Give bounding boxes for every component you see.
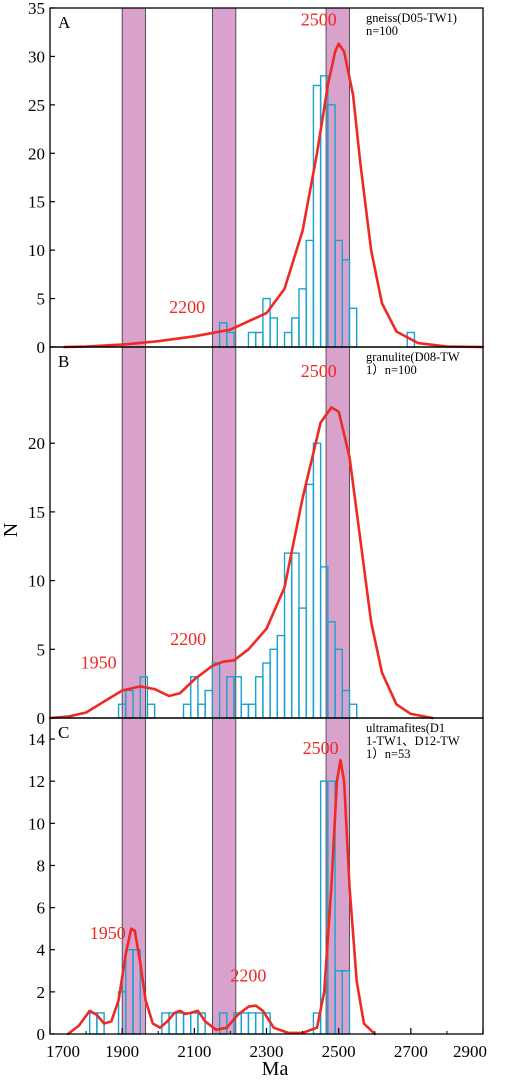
peak-age-label: 1950 [81, 653, 117, 673]
y-tick-label: 35 [28, 0, 45, 18]
sample-label-line: ultramafites(D1 [366, 721, 445, 735]
x-axis-label: Ma [262, 1058, 289, 1080]
sample-label-line: 1）n=100 [366, 363, 417, 377]
histogram-bar [197, 703, 206, 719]
histogram-bar [247, 703, 257, 719]
histogram-bar [312, 84, 322, 348]
age-highlight-bands [121, 7, 350, 1035]
density-curve [66, 758, 377, 1036]
y-tick-label: 20 [28, 434, 45, 453]
y-tick-label: 2 [37, 983, 46, 1002]
histogram-bar [348, 703, 358, 719]
histogram-bar [276, 634, 286, 719]
peak-age-label: 2500 [301, 361, 337, 381]
sample-label: ultramafites(D1 1-TW1、D12-TW 1）n=53 [366, 721, 460, 761]
histogram-bar [247, 1012, 257, 1035]
panel-b: 0 5 10 15 20 B granulite(D08-TW 1）n=100 2500 2200… [28, 350, 460, 728]
highlight-band [121, 7, 147, 1035]
panel-frame [49, 717, 484, 1035]
histogram-bar [182, 703, 192, 719]
y-tick-label: 25 [28, 96, 45, 115]
peak-age-label: 2200 [169, 297, 205, 317]
histogram-bar [254, 676, 264, 719]
histogram-bar [298, 607, 307, 719]
y-axis-label: N [0, 523, 22, 537]
y-tick-label: 0 [37, 338, 46, 357]
panel-letter: B [58, 352, 69, 371]
histogram-bar [291, 552, 300, 719]
histogram-bar [146, 703, 156, 719]
sample-label-line: 1-TW1、D12-TW [366, 734, 460, 748]
histogram-bar [240, 1012, 250, 1035]
x-tick-label: 2700 [394, 1042, 428, 1061]
histogram-bar [298, 288, 307, 348]
panel-a: 0 5 10 15 20 25 30 35 A gneiss(D05-TW1) n=100 2500 2… [28, 0, 485, 357]
histogram-bar [269, 648, 279, 719]
histogram-bar [312, 442, 322, 719]
histogram-bar [175, 1012, 185, 1035]
sample-label-line: n=100 [366, 24, 398, 38]
y-tick-label: 6 [37, 899, 46, 918]
y-tick-label: 30 [28, 47, 45, 66]
panel-letter: A [58, 13, 71, 32]
sample-label-line: 1）n=53 [366, 747, 411, 761]
histogram-bar [204, 689, 214, 719]
histogram-bar [182, 1012, 192, 1035]
y-tick-label: 10 [28, 572, 45, 591]
x-tick-label: 1900 [105, 1042, 139, 1061]
histogram-bar [283, 331, 293, 348]
histogram-bar [305, 239, 315, 348]
histogram-bar [348, 307, 358, 348]
density-curve [63, 42, 485, 349]
y-tick-label: 0 [37, 709, 46, 728]
peak-age-label: 1950 [90, 923, 126, 943]
peak-age-label: 2200 [230, 965, 266, 985]
y-tick-label: 20 [28, 144, 45, 163]
y-tick-label: 14 [28, 730, 46, 749]
x-tick-label: 1700 [46, 1042, 80, 1061]
x-tick-label: 2300 [250, 1042, 284, 1061]
x-tick-label: 2500 [322, 1042, 356, 1061]
histogram-bar [305, 483, 315, 719]
y-tick-label: 4 [37, 941, 46, 960]
histogram-bar [262, 662, 271, 719]
y-tick-label: 10 [28, 241, 45, 260]
density-curve [48, 406, 434, 720]
peak-age-label: 2500 [303, 738, 339, 758]
y-tick-label: 5 [37, 290, 46, 309]
y-tick-label: 8 [37, 856, 46, 875]
y-tick-label: 5 [37, 640, 46, 659]
histogram-bar [254, 1012, 264, 1035]
panel-frame [49, 7, 484, 348]
x-tick-label: 2100 [177, 1042, 211, 1061]
sample-label-line: gneiss(D05-TW1) [366, 11, 457, 25]
y-tick-label: 15 [28, 193, 45, 212]
highlight-band [211, 7, 237, 1035]
histogram-bar [262, 297, 271, 348]
x-tick-label: 2900 [453, 1042, 487, 1061]
histogram-bar [269, 317, 279, 348]
y-tick-label: 0 [37, 1025, 46, 1044]
highlight-band [325, 7, 350, 1035]
peak-age-label: 2200 [170, 629, 206, 649]
histogram-bar [240, 703, 250, 719]
sample-label: gneiss(D05-TW1) n=100 [366, 11, 457, 38]
histogram-bar [254, 331, 264, 348]
axes: 1700 1900 2100 2300 2500 2700 2900 [46, 7, 487, 1061]
peak-age-label: 2500 [301, 9, 337, 29]
y-tick-label: 10 [28, 814, 45, 833]
panel-letter: C [58, 723, 69, 742]
y-tick-label: 12 [28, 772, 45, 791]
y-tick-label: 15 [28, 503, 45, 522]
sample-label: granulite(D08-TW 1）n=100 [366, 350, 460, 377]
histogram-bar [88, 1012, 98, 1035]
histogram-bar [291, 317, 300, 348]
histogram-bar [247, 331, 257, 348]
sample-label-line: granulite(D08-TW [366, 350, 460, 364]
